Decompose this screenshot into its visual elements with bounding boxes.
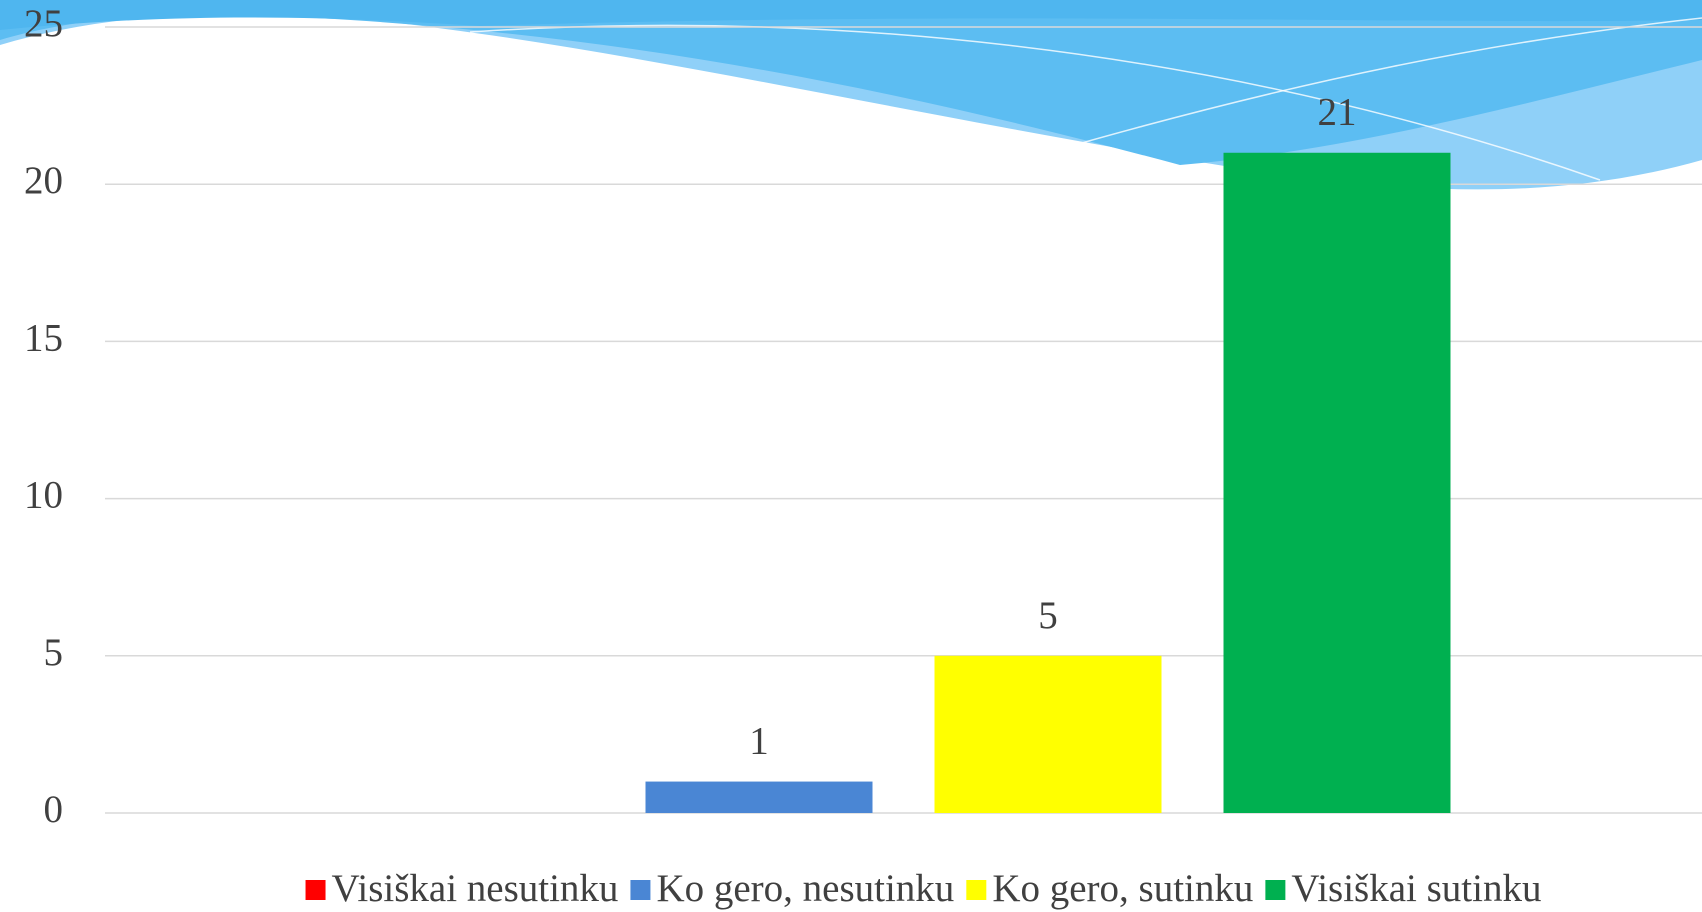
bar: [1223, 152, 1451, 813]
y-tick-label: 0: [44, 788, 64, 831]
legend-label: Visiškai nesutinku: [332, 867, 619, 910]
y-tick-label: 25: [24, 2, 63, 45]
bar: [934, 655, 1162, 813]
legend-label: Ko gero, nesutinku: [656, 867, 954, 910]
legend-label: Ko gero, sutinku: [992, 867, 1253, 910]
background-wave: [0, 0, 1702, 190]
y-tick-label: 20: [24, 159, 63, 202]
legend: Visiškai nesutinku Ko gero, nesutinku Ko g…: [305, 867, 1541, 910]
legend-swatch: [630, 880, 651, 900]
legend-label: Visiškai sutinku: [1291, 867, 1541, 910]
y-tick-label: 15: [24, 316, 63, 359]
legend-swatch: [305, 880, 326, 900]
data-label: 21: [1318, 91, 1357, 134]
y-tick-label: 5: [44, 631, 64, 674]
bar: [645, 781, 873, 813]
data-label: 1: [749, 720, 769, 763]
data-label: 5: [1038, 594, 1058, 637]
legend-swatch: [966, 880, 987, 900]
y-tick-label: 10: [24, 474, 63, 517]
legend-swatch: [1265, 880, 1286, 900]
